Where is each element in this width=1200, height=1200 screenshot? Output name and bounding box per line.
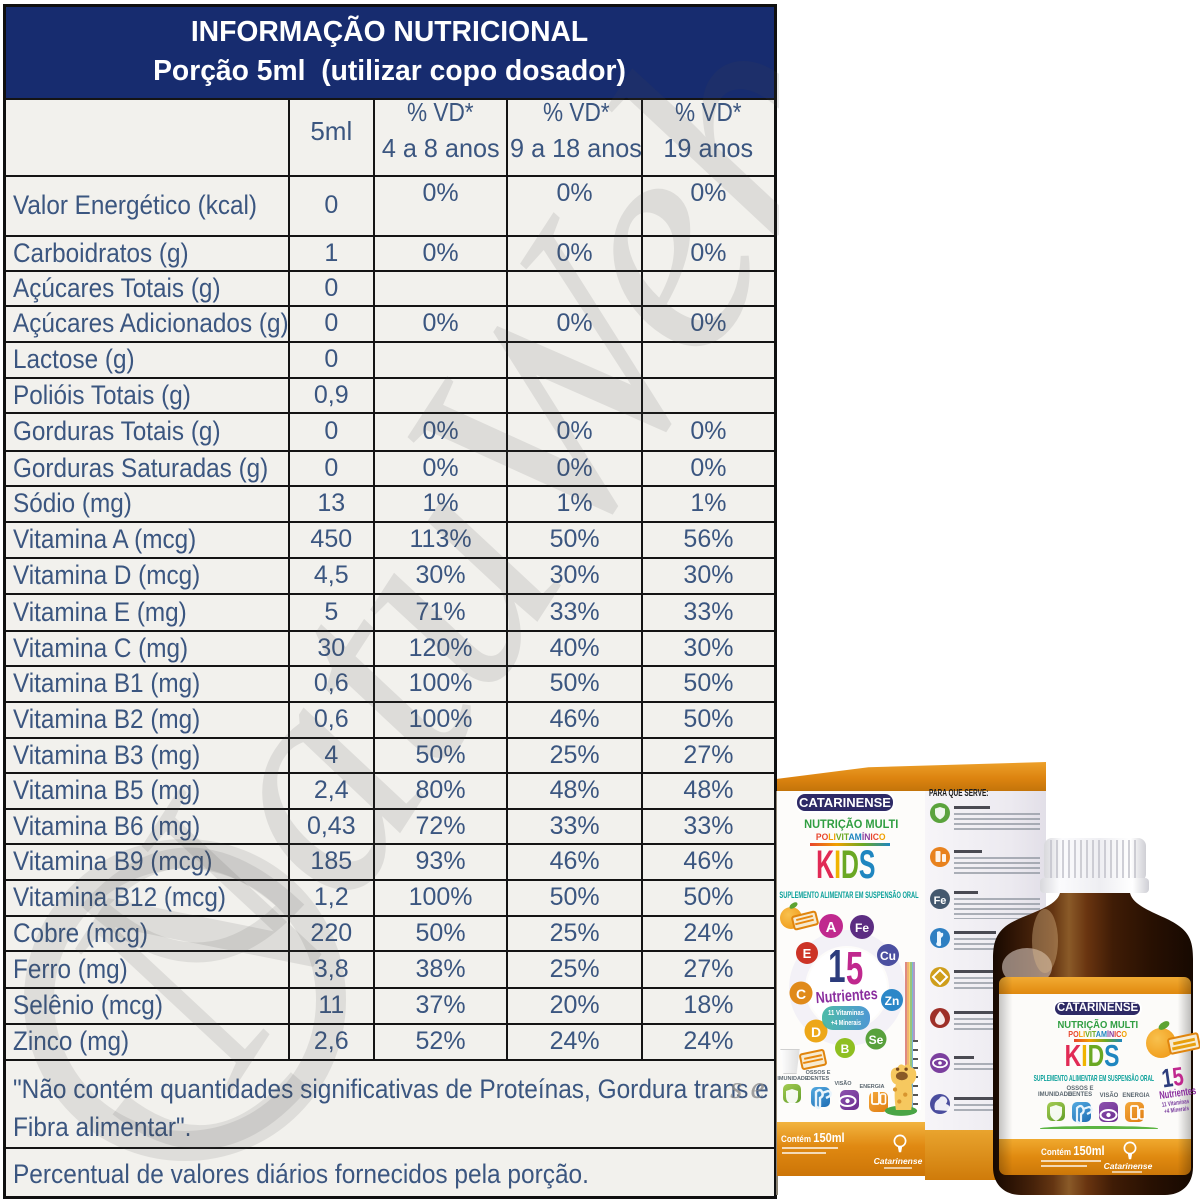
svg-text:D: D — [811, 1024, 821, 1040]
svg-text:Nutrientes: Nutrientes — [815, 986, 878, 1007]
svg-text:B: B — [841, 1042, 850, 1056]
svg-text:Fe: Fe — [934, 895, 947, 907]
svg-text:1: 1 — [828, 941, 845, 992]
svg-text:11 Vitaminas: 11 Vitaminas — [828, 1010, 864, 1017]
svg-text:+4 Minerais: +4 Minerais — [831, 1020, 861, 1027]
svg-text:5: 5 — [846, 943, 863, 994]
svg-text:C: C — [796, 986, 806, 1002]
svg-text:A: A — [826, 919, 837, 936]
svg-text:Fe: Fe — [855, 921, 869, 935]
svg-text:E: E — [803, 946, 812, 961]
svg-text:Cu: Cu — [880, 949, 896, 963]
svg-text:Se: Se — [869, 1033, 884, 1047]
svg-text:Zn: Zn — [885, 994, 900, 1008]
